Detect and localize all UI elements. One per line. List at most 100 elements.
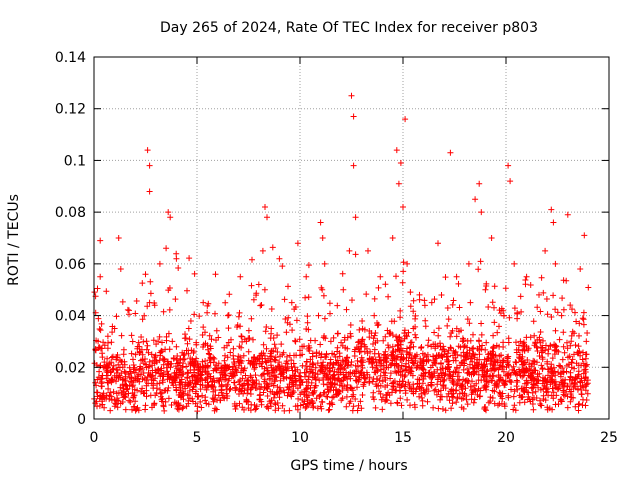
data-point (132, 377, 139, 384)
data-point (377, 273, 384, 280)
data-point (400, 259, 407, 266)
data-point (539, 377, 546, 384)
data-point (128, 350, 135, 357)
data-point (364, 371, 371, 378)
data-point (136, 366, 143, 373)
data-point (260, 341, 267, 348)
data-point (189, 395, 196, 402)
data-point (580, 349, 586, 356)
data-point (314, 360, 321, 367)
data-point (399, 279, 406, 286)
data-point (179, 405, 186, 412)
data-point (330, 372, 337, 379)
data-point (434, 374, 441, 381)
data-point (150, 337, 157, 344)
data-point (317, 341, 324, 348)
data-point (496, 307, 503, 314)
data-point (230, 371, 237, 377)
data-point (334, 330, 341, 337)
data-point (440, 343, 447, 350)
data-point (510, 406, 517, 413)
data-point (535, 384, 542, 391)
data-point (484, 378, 491, 385)
data-point (261, 376, 268, 383)
data-point (263, 359, 270, 366)
data-point (447, 333, 454, 340)
data-point (277, 377, 284, 384)
data-point (228, 336, 234, 343)
data-point (128, 332, 135, 339)
data-point (358, 338, 365, 345)
data-point (130, 362, 137, 368)
data-point (288, 379, 295, 386)
data-point (425, 357, 432, 364)
data-point (493, 381, 500, 388)
data-point (522, 277, 529, 283)
data-point (103, 288, 110, 295)
data-point (445, 316, 452, 323)
data-point (385, 344, 392, 351)
data-point (509, 366, 516, 373)
data-point (351, 353, 358, 359)
data-point (389, 380, 396, 387)
y-tick-label: 0.1 (64, 153, 86, 169)
data-point (155, 338, 162, 345)
data-point (356, 349, 363, 355)
data-point (370, 335, 377, 342)
data-point (383, 392, 390, 399)
data-point (371, 346, 378, 353)
data-point (310, 403, 317, 410)
data-point (303, 403, 310, 410)
data-point (412, 404, 418, 411)
data-point (233, 402, 240, 409)
data-point (550, 219, 557, 226)
data-point (190, 384, 197, 391)
data-point (336, 353, 343, 360)
data-point (164, 368, 171, 375)
data-point (175, 401, 182, 408)
data-point (224, 363, 231, 370)
data-point (445, 364, 452, 371)
data-point (397, 314, 404, 321)
data-point (348, 361, 354, 368)
data-point (147, 290, 154, 297)
data-point (235, 358, 242, 365)
data-point (469, 378, 475, 385)
data-point (571, 380, 578, 387)
data-point (243, 338, 250, 345)
data-point (514, 310, 521, 317)
data-point (250, 384, 256, 390)
data-point (352, 373, 359, 380)
data-point (130, 392, 137, 399)
data-point (180, 396, 187, 403)
data-point (379, 406, 386, 413)
data-point (184, 287, 190, 294)
data-point (560, 387, 567, 394)
data-point (449, 379, 456, 386)
data-point (494, 359, 501, 366)
data-point (250, 336, 256, 343)
data-point (483, 280, 490, 287)
data-point (418, 394, 425, 401)
data-point (505, 392, 512, 399)
data-point (182, 331, 188, 338)
data-point (506, 314, 513, 321)
data-point (580, 316, 587, 323)
data-point (323, 354, 330, 361)
data-point (344, 345, 351, 352)
data-point (378, 396, 385, 403)
data-point (138, 334, 145, 340)
data-point (407, 402, 413, 409)
data-point (407, 303, 414, 310)
data-point (400, 204, 406, 210)
data-point (389, 235, 396, 241)
data-point (248, 401, 255, 408)
data-point (547, 343, 554, 350)
data-point (193, 339, 200, 346)
data-point (96, 395, 103, 402)
data-point (261, 286, 268, 293)
data-point (505, 162, 512, 169)
data-point (551, 341, 558, 348)
data-point (95, 374, 102, 381)
data-point (96, 368, 103, 375)
